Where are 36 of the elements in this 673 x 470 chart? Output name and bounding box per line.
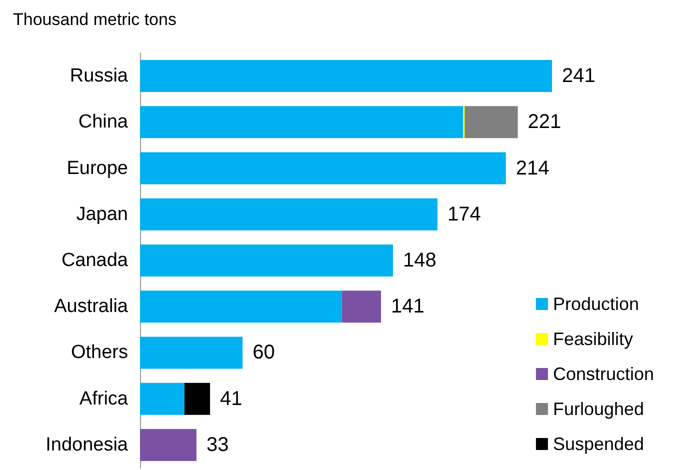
bar [140, 428, 196, 461]
bar [140, 106, 464, 138]
bar [140, 198, 438, 230]
legend-label: Furloughed [552, 399, 644, 419]
chart-title: Thousand metric tons [13, 10, 176, 29]
legend-label: Suspended [552, 434, 644, 454]
y-tick-label: Others [70, 342, 128, 364]
annotation: 241 [562, 65, 596, 88]
y-tick-label: Japan [76, 204, 128, 225]
annotation: 60 [252, 342, 275, 364]
bar [140, 290, 342, 323]
bar [342, 290, 382, 323]
annotation: 141 [391, 296, 424, 318]
bar [140, 60, 552, 92]
y-tick-label: Africa [79, 388, 128, 410]
y-tick-label: Canada [61, 250, 128, 271]
bar [140, 336, 243, 369]
legend-label: Feasibility [552, 329, 633, 349]
legend-label: Construction [552, 364, 654, 384]
y-tick-label: Europe [66, 158, 128, 179]
annotation: 221 [528, 111, 562, 134]
legend-label: Production [552, 294, 640, 314]
bar [140, 382, 184, 415]
bar [140, 152, 506, 184]
annotation: 174 [447, 203, 481, 226]
annotation: 33 [206, 434, 229, 456]
annotation: 214 [516, 157, 550, 180]
bar [184, 382, 210, 415]
y-tick-label: Russia [70, 66, 128, 87]
annotation: 148 [402, 250, 436, 272]
y-tick-label: Australia [54, 296, 128, 318]
y-tick-label: China [78, 112, 128, 133]
annotation: 41 [220, 388, 242, 410]
bar [464, 106, 518, 138]
bar [140, 244, 393, 276]
y-tick-label: Indonesia [46, 434, 128, 456]
